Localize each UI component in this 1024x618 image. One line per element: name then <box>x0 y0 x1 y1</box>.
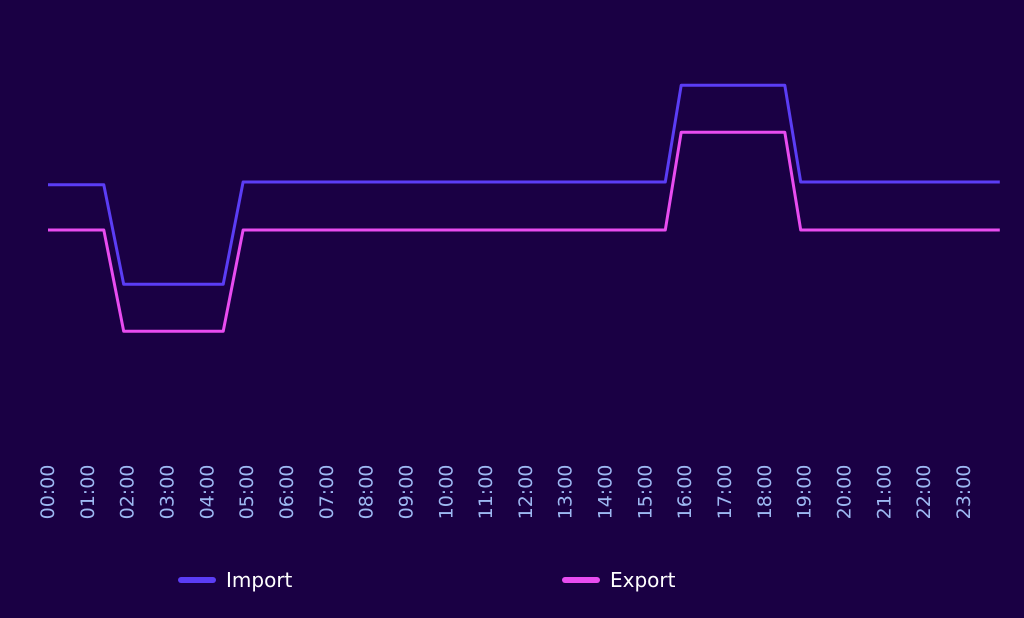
x-tick-label: 01:00 <box>77 465 99 520</box>
legend-item-export: Export <box>562 568 675 592</box>
x-tick-label: 07:00 <box>316 465 338 520</box>
series-line-import <box>48 83 1000 286</box>
x-tick-label: 13:00 <box>555 465 577 520</box>
x-tick-label: 22:00 <box>913 465 935 520</box>
x-tick-label: 19:00 <box>794 465 816 520</box>
legend-item-import: Import <box>178 568 292 592</box>
legend-label-import: Import <box>226 568 293 592</box>
legend-label-export: Export <box>610 568 676 592</box>
x-tick-label: 02:00 <box>117 465 139 520</box>
x-tick-label: 09:00 <box>395 465 417 520</box>
x-tick-label: 14:00 <box>595 465 617 520</box>
x-tick-label: 20:00 <box>834 465 856 520</box>
x-tick-label: 11:00 <box>475 465 497 520</box>
legend-swatch-import <box>178 577 216 583</box>
x-tick-label: 21:00 <box>873 465 895 520</box>
chart-area: 00:00 01:00 02:00 03:00 04:00 05:00 06:00 07:00… <box>37 83 1000 520</box>
x-tick-label: 06:00 <box>276 465 298 520</box>
x-tick-label: 03:00 <box>156 465 178 520</box>
x-tick-label: 00:00 <box>37 465 59 520</box>
legend-swatch-export <box>562 577 600 583</box>
x-tick-label: 10:00 <box>435 465 457 520</box>
series-line-export <box>48 130 1000 333</box>
x-tick-label: 12:00 <box>515 465 537 520</box>
x-tick-label: 08:00 <box>356 465 378 520</box>
x-tick-label: 04:00 <box>196 465 218 520</box>
x-tick-label: 18:00 <box>754 465 776 520</box>
x-tick-label: 17:00 <box>714 465 736 520</box>
legend: Import Export <box>0 568 1024 598</box>
x-tick-label: 23:00 <box>953 465 975 520</box>
x-tick-label: 15:00 <box>634 465 656 520</box>
x-tick-label: 05:00 <box>236 465 258 520</box>
x-axis-ticks: 00:00 01:00 02:00 03:00 04:00 05:00 06:00 07:00… <box>37 465 975 520</box>
x-tick-label: 16:00 <box>674 465 696 520</box>
series-lines <box>48 83 1000 333</box>
